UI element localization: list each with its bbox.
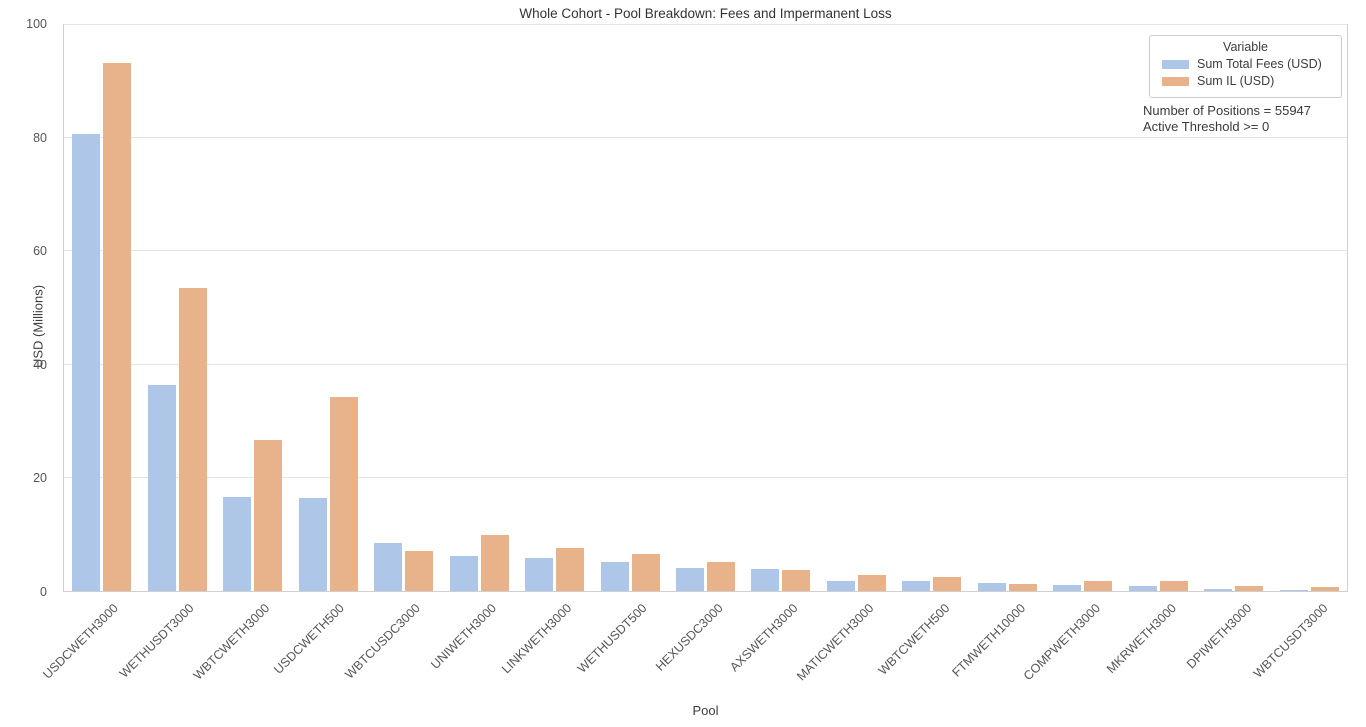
- x-axis-ticks: USDCWETH3000 WETHUSDT3000 WBTCWETH3000 USDC…: [40, 592, 1348, 692]
- bar-group-compweth3000: [1045, 25, 1120, 591]
- bar-group-usdcweth500: [290, 25, 365, 591]
- bars-row: [64, 25, 1347, 591]
- legend: Variable Sum Total Fees (USD) Sum IL (USD…: [1149, 35, 1342, 98]
- bar-compweth3000-fees: [1053, 584, 1082, 591]
- bar-usdcweth500-fees: [298, 498, 327, 591]
- bar-linkweth3000-il: [556, 547, 585, 591]
- bar-usdcweth3000-il: [103, 62, 132, 591]
- bar-group-wbtcweth3000: [215, 25, 290, 591]
- bar-hexusdc3000-fees: [675, 568, 704, 591]
- bar-group-wethusdt500: [592, 25, 667, 591]
- bar-group-mkrweth3000: [1121, 25, 1196, 591]
- bar-group-wethusdt3000: [139, 25, 214, 591]
- x-tick-cell-maticweth3000: MATICWETH3000: [794, 592, 895, 692]
- legend-label: Sum IL (USD): [1197, 74, 1275, 88]
- annotation-line-threshold: Active Threshold >= 0: [1143, 119, 1270, 134]
- bar-group-dpiweth3000: [1196, 25, 1271, 591]
- bar-wbtcusdt3000-fees: [1279, 590, 1308, 591]
- y-axis-ticks: USD (Millions) 0 20 40 60 80 100: [0, 17, 55, 599]
- bar-group-hexusdc3000: [668, 25, 743, 591]
- x-tick-cell-uniweth3000: UNIWETH3000: [428, 592, 517, 692]
- bar-usdcweth3000-fees: [72, 133, 101, 591]
- bar-group-usdcweth3000: [64, 25, 139, 591]
- bar-maticweth3000-il: [857, 575, 886, 591]
- bar-ftmweth10000-fees: [977, 582, 1006, 591]
- gridline-y-100: [64, 24, 1347, 25]
- x-axis-label: Pool: [692, 703, 719, 718]
- x-tick-cell-wbtcusdc3000: WBTCUSDC3000: [342, 592, 441, 692]
- gridline-y-80: [64, 137, 1347, 139]
- y-tick-label-60: 60: [33, 244, 47, 259]
- bar-usdcweth500-il: [329, 396, 358, 591]
- y-tick-label-100: 100: [26, 17, 47, 31]
- bar-compweth3000-il: [1084, 580, 1113, 591]
- y-tick-label-40: 40: [33, 357, 47, 372]
- bar-wbtcusdt3000-il: [1310, 587, 1339, 591]
- legend-entry: Sum Total Fees (USD): [1162, 57, 1333, 71]
- bar-mkrweth3000-fees: [1128, 585, 1157, 591]
- bar-maticweth3000-fees: [826, 580, 855, 591]
- y-tick-label-0: 0: [40, 585, 47, 599]
- bar-group-maticweth3000: [819, 25, 894, 591]
- bar-group-wbtcusdt3000: [1272, 25, 1347, 591]
- bar-group-wbtcusdc3000: [366, 25, 441, 591]
- bar-wethusdt3000-il: [178, 287, 207, 591]
- bar-wethusdt500-il: [631, 554, 660, 591]
- bar-wbtcweth500-fees: [902, 580, 931, 591]
- legend-entries: Sum Total Fees (USD) Sum IL (USD): [1158, 57, 1333, 88]
- bar-group-uniweth3000: [441, 25, 516, 591]
- bar-group-ftmweth10000: [970, 25, 1045, 591]
- bar-linkweth3000-fees: [525, 557, 554, 591]
- x-tick-cell-compweth3000: COMPWETH3000: [1021, 592, 1122, 692]
- legend-entry: Sum IL (USD): [1162, 74, 1333, 88]
- bar-group-axsweth3000: [743, 25, 818, 591]
- x-tick-cell-linkweth3000: LINKWETH3000: [499, 592, 593, 692]
- bar-dpiweth3000-fees: [1204, 588, 1233, 591]
- bar-group-linkweth3000: [517, 25, 592, 591]
- bar-wbtcweth500-il: [933, 576, 962, 591]
- legend-patch-icon: [1162, 76, 1189, 86]
- bar-wbtcusdc3000-fees: [374, 542, 403, 591]
- x-tick-cell-wethusdt500: WETHUSDT500: [575, 592, 668, 692]
- x-tick-label-usdcweth3000: USDCWETH3000: [40, 601, 121, 682]
- bar-group-wbtcweth500: [894, 25, 969, 591]
- bar-wethusdt3000-fees: [147, 384, 176, 591]
- annotation-text: Number of Positions = 55947 Active Thres…: [1143, 103, 1358, 135]
- x-tick-cell-mkrweth3000: MKRWETH3000: [1104, 592, 1197, 692]
- bar-wbtcweth3000-fees: [223, 497, 252, 591]
- gridline-y-20: [64, 476, 1347, 478]
- y-tick-label-20: 20: [33, 471, 47, 486]
- gridline-y-60: [64, 250, 1347, 252]
- legend-patch-icon: [1162, 59, 1189, 69]
- gridline-y-40: [64, 363, 1347, 365]
- bar-wbtcweth3000-il: [254, 439, 283, 591]
- x-tick-cell-hexusdc3000: HEXUSDC3000: [653, 592, 744, 692]
- y-tick-label-80: 80: [33, 130, 47, 145]
- bar-wbtcusdc3000-il: [405, 551, 434, 591]
- legend-label: Sum Total Fees (USD): [1197, 57, 1322, 71]
- bar-uniweth3000-fees: [449, 555, 478, 591]
- x-tick-cell-wbtcweth3000: WBTCWETH3000: [190, 592, 290, 692]
- bar-mkrweth3000-il: [1159, 581, 1188, 591]
- bar-uniweth3000-il: [480, 534, 509, 591]
- bar-dpiweth3000-il: [1235, 586, 1264, 591]
- x-tick-cell-wbtcusdt3000: WBTCUSDT3000: [1250, 592, 1348, 692]
- bar-ftmweth10000-il: [1008, 584, 1037, 591]
- bar-hexusdc3000-il: [706, 562, 735, 591]
- bar-wethusdt500-fees: [600, 561, 629, 591]
- plot-area: [63, 24, 1348, 592]
- chart-title: Whole Cohort - Pool Breakdown: Fees and …: [519, 6, 892, 21]
- bar-axsweth3000-il: [782, 570, 811, 591]
- legend-title: Variable: [1223, 40, 1268, 54]
- bar-axsweth3000-fees: [751, 568, 780, 591]
- annotation-line-positions: Number of Positions = 55947: [1143, 103, 1312, 118]
